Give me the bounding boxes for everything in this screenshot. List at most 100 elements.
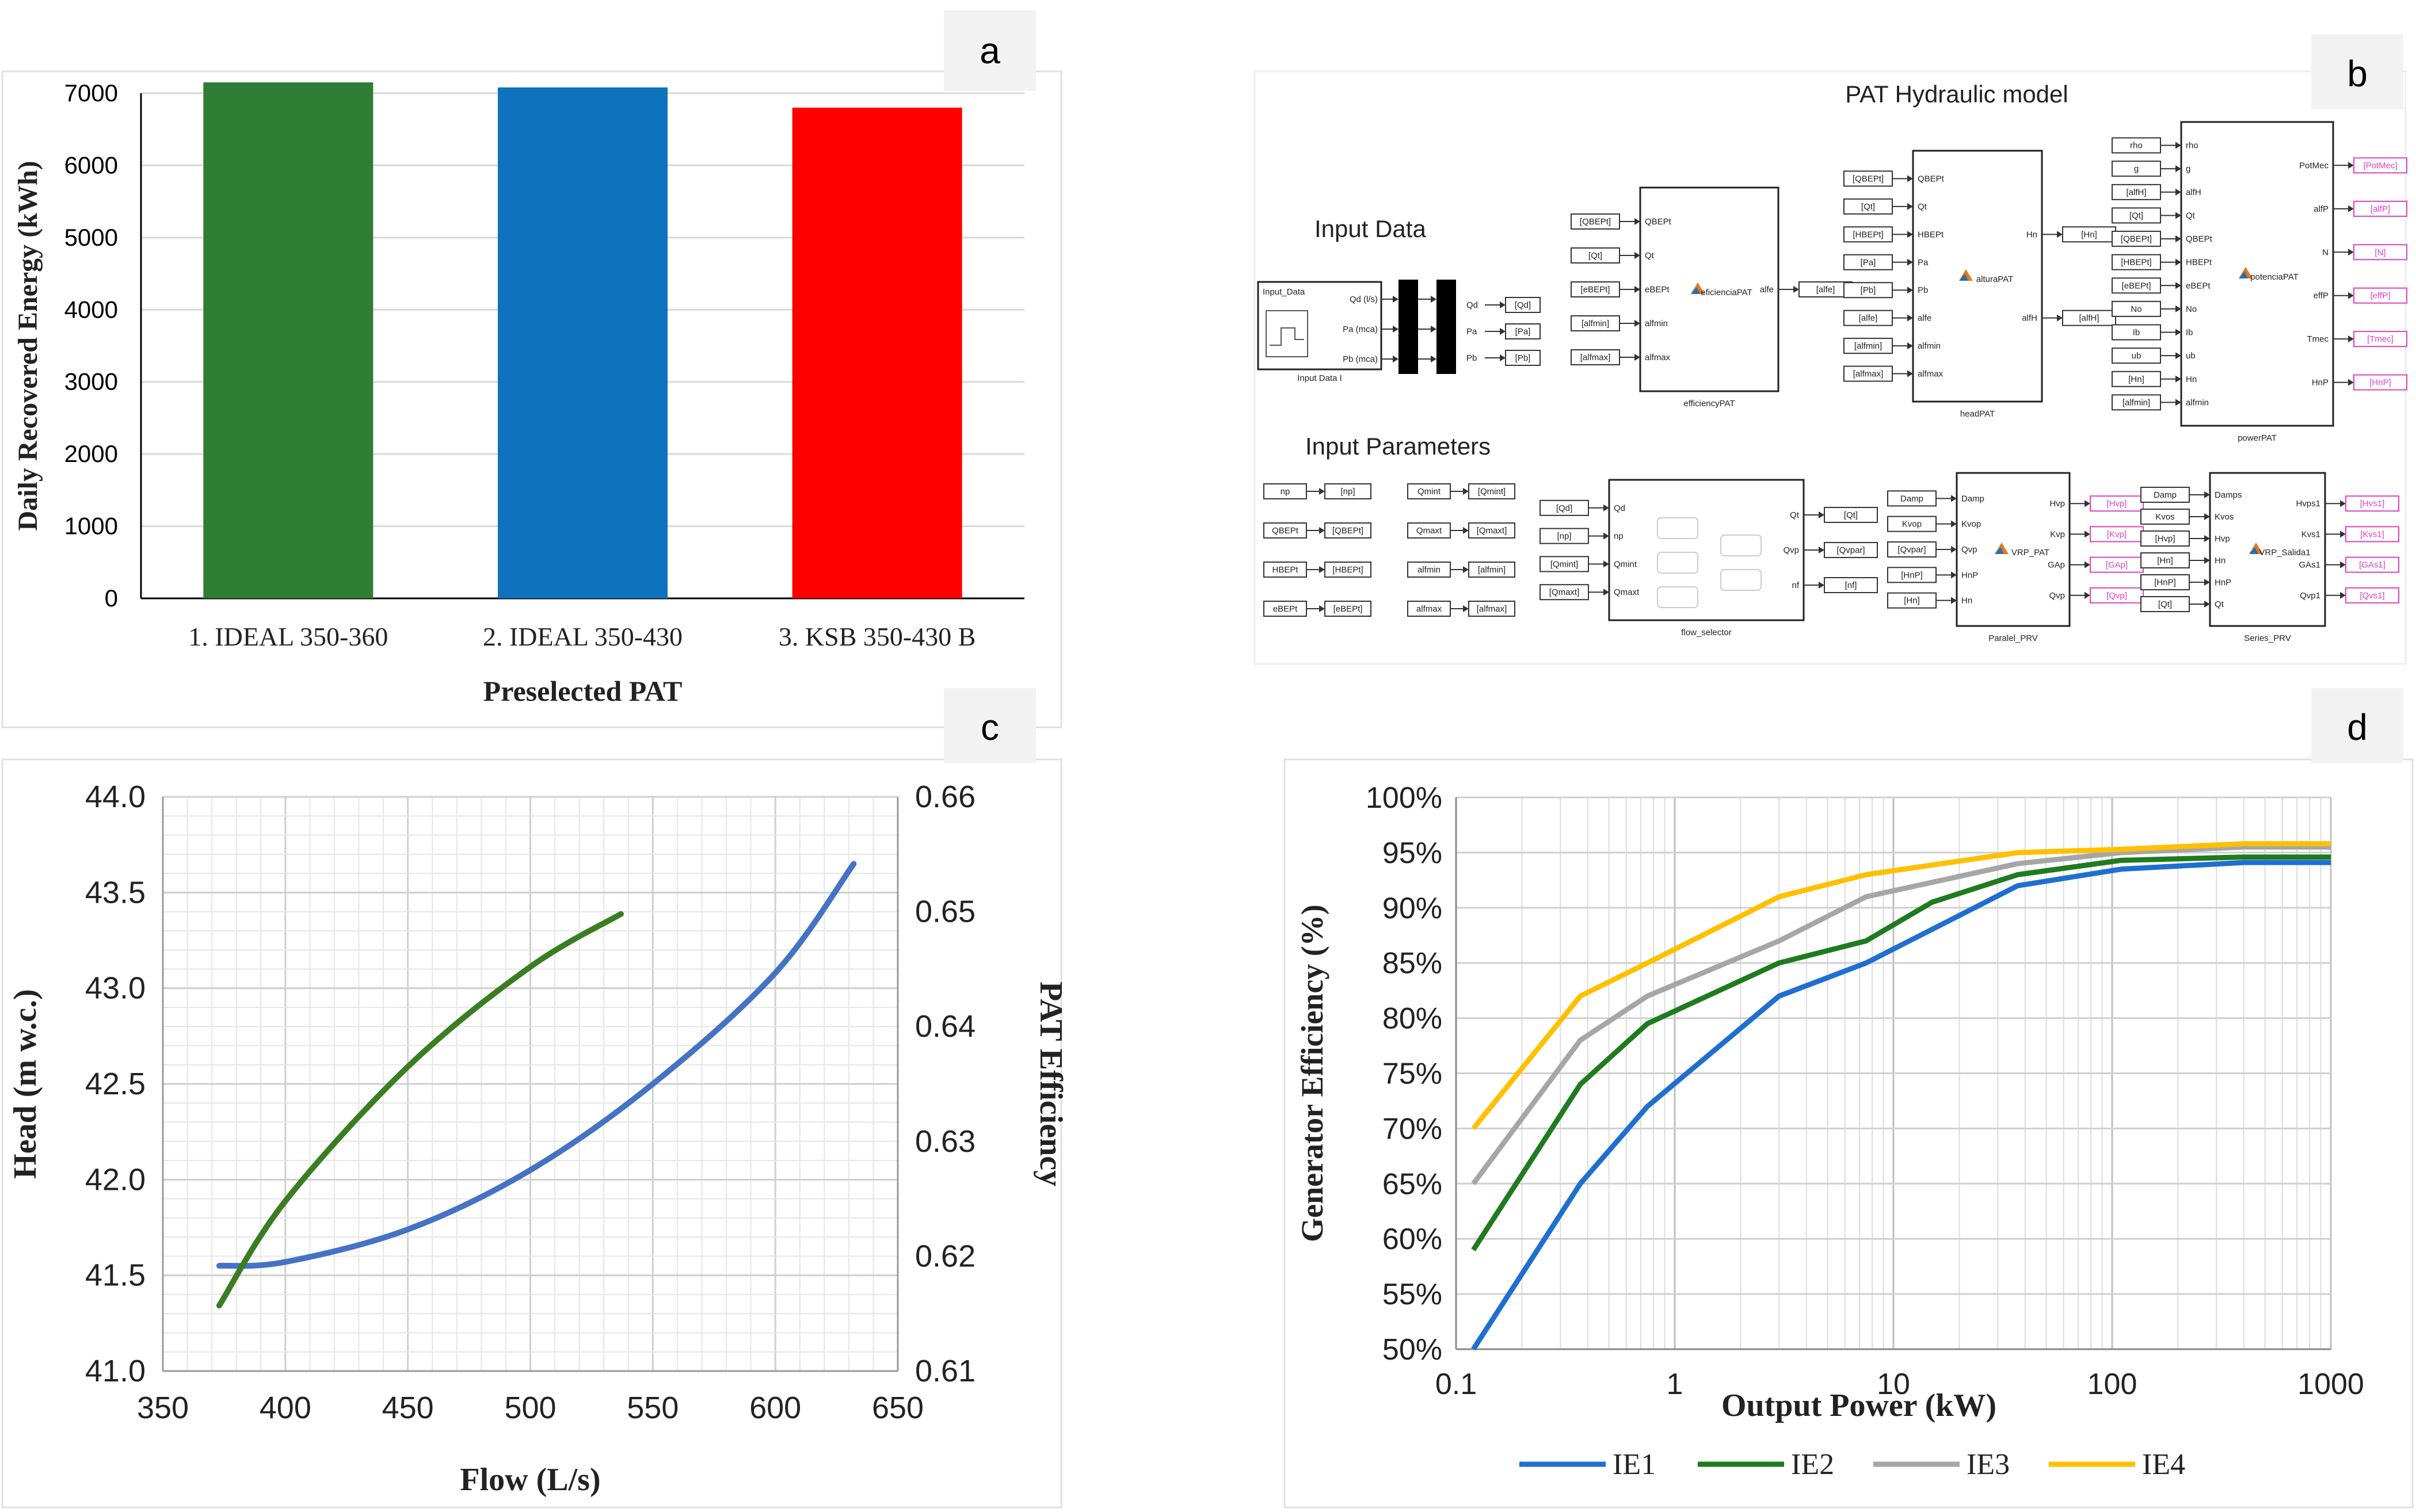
matlab-function-icon bbox=[1959, 274, 1968, 281]
goto-tag bbox=[1843, 338, 1893, 354]
a-ytick-label: 0 bbox=[105, 585, 118, 612]
port-label: eBEPt bbox=[2186, 281, 2211, 291]
block-name: Paralel_PRV bbox=[1988, 633, 2038, 643]
subsystem-block bbox=[1608, 479, 1805, 621]
c-xtick-label: 600 bbox=[749, 1391, 801, 1425]
d-ytick-label: 65% bbox=[1382, 1167, 1442, 1201]
arrow-head bbox=[1907, 258, 1913, 266]
arrow-head bbox=[2348, 249, 2354, 256]
demux-block bbox=[1436, 280, 1456, 374]
goto-tag-label: [Qt] bbox=[2129, 211, 2143, 220]
goto-tag bbox=[2353, 157, 2407, 174]
port-label: N bbox=[2322, 247, 2329, 257]
arrow-head bbox=[1951, 546, 1957, 553]
panel-d-label: d bbox=[2347, 707, 2368, 748]
arrow-head bbox=[1603, 560, 1609, 568]
d-legend-label: IE2 bbox=[1791, 1448, 1834, 1481]
goto-tag-label: np bbox=[1281, 487, 1290, 497]
goto-tag bbox=[2353, 374, 2407, 391]
c-series-line bbox=[216, 861, 857, 1269]
goto-tag bbox=[1887, 516, 1937, 532]
panel-a-label: a bbox=[980, 30, 1000, 71]
panel-c-label-box: c bbox=[944, 688, 1036, 763]
block-name: Series_PRV bbox=[2244, 633, 2291, 643]
goto-tag bbox=[1505, 297, 1541, 313]
port-label: Qmint bbox=[1614, 559, 1637, 569]
port-label: alfmax bbox=[1918, 369, 1944, 379]
function-name: VRP_PAT bbox=[2011, 548, 2049, 558]
panel-d-frame bbox=[1283, 758, 2414, 1509]
port-label: Pa bbox=[1918, 258, 1929, 268]
d-ytick-label: 70% bbox=[1382, 1112, 1442, 1146]
switch-icon bbox=[1720, 534, 1762, 556]
port-label: PotMec bbox=[2299, 161, 2329, 170]
function-name: VRP_Salida1 bbox=[2259, 548, 2310, 558]
a-bar bbox=[498, 87, 668, 599]
goto-tag-label: [HBEPt] bbox=[1853, 230, 1883, 239]
goto-tag-label: [Qt] bbox=[1588, 251, 1602, 261]
goto-tag bbox=[2112, 324, 2161, 341]
switch-icon bbox=[1657, 517, 1698, 539]
goto-tag-label: alfmax bbox=[1416, 604, 1442, 614]
c-x-axis-title: Flow (L/s) bbox=[460, 1462, 600, 1498]
goto-tag-label: [HnP] bbox=[1901, 570, 1923, 580]
goto-tag bbox=[1407, 601, 1451, 617]
goto-tag-label: [Qt] bbox=[1861, 202, 1875, 212]
port-label: No bbox=[2186, 304, 2197, 314]
goto-tag-label: [alfmin] bbox=[1582, 319, 1609, 329]
d-xtick-label: 100 bbox=[2087, 1368, 2137, 1401]
port-label: alfmin bbox=[2186, 398, 2209, 407]
port-label: alfP bbox=[2314, 204, 2329, 214]
arrow-head bbox=[2175, 258, 2181, 266]
goto-tag bbox=[2140, 574, 2190, 590]
arrow-head bbox=[2348, 162, 2354, 169]
goto-tag-label: [Qvpar] bbox=[1897, 545, 1926, 555]
goto-tag bbox=[1571, 315, 1620, 331]
goto-tag bbox=[1324, 522, 1371, 539]
c-ytick-label: 41.0 bbox=[85, 1354, 146, 1388]
port-label: Qd (l/s) bbox=[1350, 295, 1378, 304]
arrow-head bbox=[2348, 379, 2354, 386]
goto-tag-label: [effP] bbox=[2371, 291, 2391, 301]
function-name: potenciaPAT bbox=[2250, 272, 2299, 282]
port-label: HnP bbox=[2215, 578, 2231, 587]
port-label: Qt bbox=[1790, 510, 1800, 520]
goto-tag bbox=[2112, 277, 2161, 294]
goto-tag-label: [alfe] bbox=[1859, 314, 1878, 323]
arrow-head bbox=[1393, 296, 1398, 303]
port-label: alfH bbox=[2022, 314, 2037, 323]
arrow-head bbox=[2340, 591, 2346, 599]
subsystem-block bbox=[1912, 150, 2043, 403]
port-label: Pa (mca) bbox=[1343, 324, 1378, 334]
goto-tag bbox=[1505, 323, 1541, 339]
goto-tag bbox=[1798, 281, 1853, 297]
arrow-head bbox=[1819, 511, 1824, 518]
goto-tag bbox=[1407, 483, 1451, 499]
goto-tag-label: [HBEPt] bbox=[1332, 565, 1363, 575]
port-label: GAp bbox=[2048, 560, 2065, 570]
port-label: alfe bbox=[1918, 314, 1931, 323]
simulink-blocks: Input_Data Input Data I Qd (l/s) Pa (mca) Pb… bbox=[1257, 121, 2407, 643]
port-label: Hvps1 bbox=[2296, 499, 2320, 509]
d-y-axis-title: Generator Efficiency (%) bbox=[1295, 904, 1329, 1242]
port-label: QBEPt bbox=[1645, 217, 1672, 227]
arrow-head bbox=[2204, 601, 2210, 608]
section-input-parameters: Input Parameters bbox=[1305, 433, 1491, 460]
goto-tag bbox=[2353, 331, 2407, 348]
goto-tag bbox=[1824, 577, 1878, 593]
simulink-diagram: PAT Hydraulic model Input Data Input Par… bbox=[1257, 81, 2407, 643]
d-series-line bbox=[1471, 854, 2331, 1251]
goto-tag-label: Qmaxt bbox=[1416, 526, 1442, 536]
a-x-axis-title: Preselected PAT bbox=[483, 675, 683, 707]
goto-tag bbox=[1263, 483, 1307, 499]
port-label: Hvp bbox=[2215, 534, 2230, 544]
port-label: eBEPt bbox=[1645, 285, 1670, 295]
goto-tag-label: [Qt] bbox=[1844, 510, 1858, 520]
goto-tag bbox=[1505, 350, 1541, 366]
arrow-head bbox=[2175, 188, 2181, 196]
port-label: alfH bbox=[2186, 188, 2201, 197]
arrow-head bbox=[1907, 287, 1913, 294]
goto-tag bbox=[1887, 592, 1937, 609]
line-chart-c: 41.0 41.5 42.0 42.5 43.0 43.5 44.0 0.61 0.62 0.63… bbox=[7, 780, 1069, 1498]
